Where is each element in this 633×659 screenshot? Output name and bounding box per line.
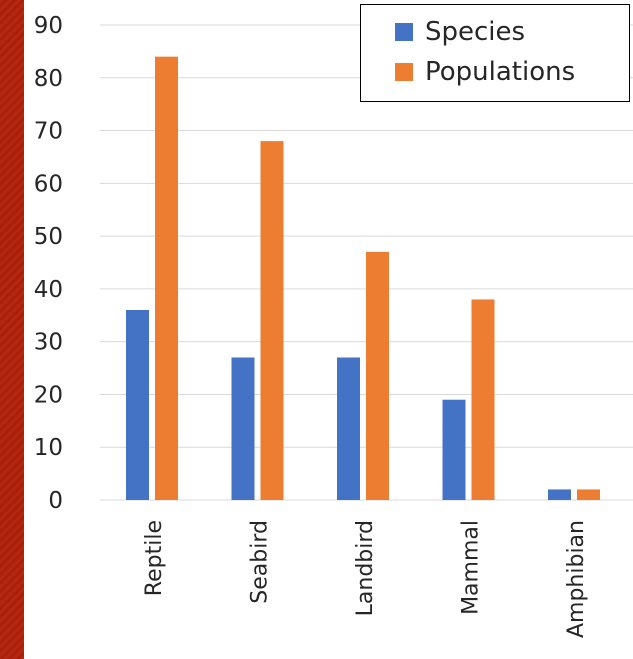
bar-species-reptile (126, 310, 149, 500)
y-tick-label-10: 10 (34, 435, 63, 461)
y-tick-label-30: 30 (34, 330, 63, 356)
bar-populations-seabird (260, 141, 284, 500)
bar-species-landbird (337, 357, 360, 500)
legend-label-species: Species (425, 17, 526, 47)
y-tick-label-70: 70 (34, 119, 63, 145)
bar-species-amphibian (548, 489, 571, 500)
y-tick-label-20: 20 (34, 382, 63, 408)
category-label-seabird: Seabird (248, 520, 273, 604)
y-tick-label-50: 50 (34, 224, 63, 250)
category-label-landbird: Landbird (353, 520, 378, 616)
y-tick-label-80: 80 (34, 66, 63, 92)
bar-populations-reptile (155, 56, 178, 501)
bar-species-mammal (442, 399, 466, 500)
y-tick-label-40: 40 (34, 277, 63, 303)
y-axis-tick-labels: 0 10 20 30 40 50 60 70 80 90 (34, 13, 63, 514)
legend-swatch-populations (395, 63, 413, 81)
bar-populations-landbird (366, 251, 389, 500)
bar-species-seabird (231, 357, 255, 500)
bar-populations-amphibian (577, 489, 600, 500)
legend-swatch-species (395, 23, 413, 41)
legend-label-populations: Populations (425, 57, 576, 87)
category-label-reptile: Reptile (142, 520, 167, 596)
bars (126, 56, 600, 501)
y-tick-label-60: 60 (34, 171, 63, 197)
y-tick-label-0: 0 (48, 488, 63, 514)
legend-item-populations: Populations (395, 57, 576, 87)
legend: Species Populations (360, 4, 630, 102)
category-label-amphibian: Amphibian (564, 520, 589, 638)
legend-item-species: Species (395, 17, 526, 47)
category-label-mammal: Mammal (459, 520, 484, 615)
bar-populations-mammal (471, 299, 495, 500)
y-tick-label-90: 90 (34, 13, 63, 39)
x-axis-category-labels: Reptile Seabird Landbird Mammal Amphibian (142, 520, 589, 638)
left-decorative-strip (0, 0, 24, 659)
